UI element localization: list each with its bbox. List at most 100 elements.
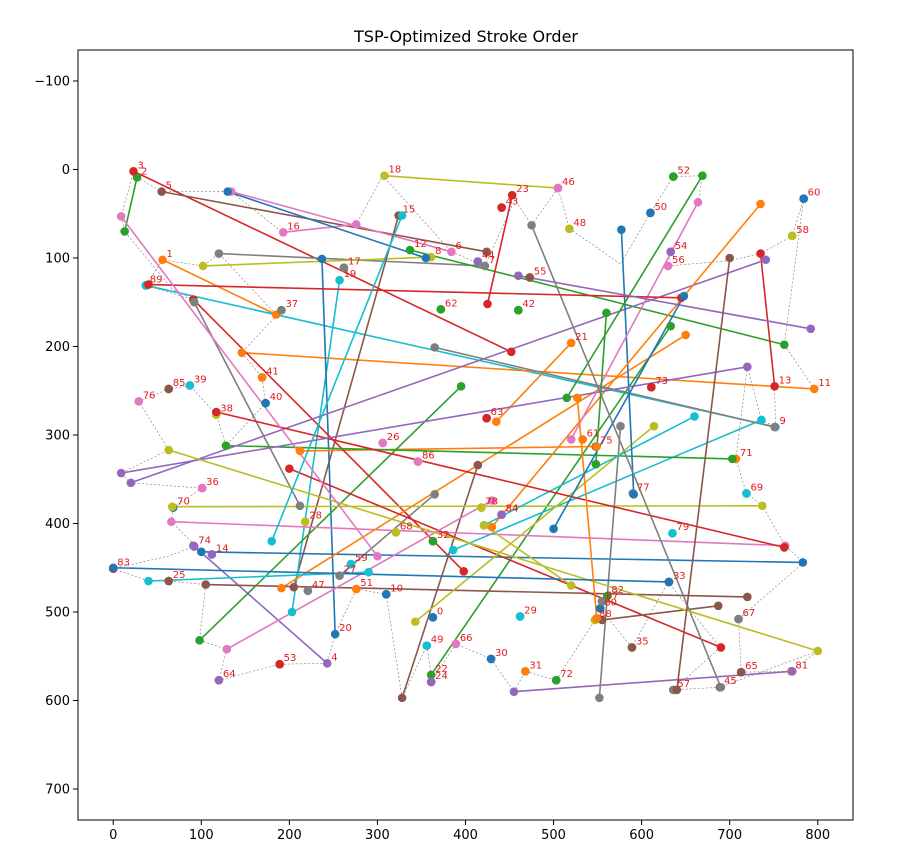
stroke-67-label: 67 xyxy=(743,608,756,619)
extra-stroke-11-end-point xyxy=(277,583,286,593)
stroke-87-end-point xyxy=(597,597,607,606)
extra-stroke-24-end-point xyxy=(743,362,752,372)
extra-stroke-9-start-point xyxy=(757,415,766,425)
stroke-23-line xyxy=(486,194,513,305)
extra-stroke-9-end-point xyxy=(448,545,458,555)
stroke-60-end-point xyxy=(799,194,808,203)
stroke-72-label: 72 xyxy=(560,669,573,680)
stroke-68-label: 68 xyxy=(400,521,413,532)
stroke-78-end-point xyxy=(477,503,486,512)
stroke-74-label: 74 xyxy=(198,536,211,547)
extra-stroke-37-start-point xyxy=(430,343,439,352)
extra-stroke-6-line xyxy=(171,520,786,547)
extra-stroke-0-line xyxy=(227,190,427,259)
extra-stroke-1-start-point xyxy=(295,446,305,456)
extra-stroke-23-line xyxy=(216,411,785,549)
stroke-28-end-point xyxy=(300,517,310,527)
stroke-21-start-point xyxy=(566,338,576,348)
stroke-19-end-point xyxy=(287,607,297,617)
extra-stroke-33-line xyxy=(148,283,682,299)
stroke-37-label: 37 xyxy=(285,299,298,310)
y-tick-label: 0 xyxy=(62,163,70,178)
extra-stroke-29-end-point xyxy=(364,567,373,577)
stroke-44-label: 44 xyxy=(482,251,495,262)
extra-stroke-14-start-point xyxy=(126,478,136,488)
stroke-24-label: 24 xyxy=(435,671,448,682)
stroke-8-end-point xyxy=(198,261,208,271)
extra-stroke-21-line xyxy=(491,203,762,528)
extra-stroke-16-line xyxy=(226,499,493,650)
stroke-49-label: 49 xyxy=(431,635,444,646)
extra-stroke-26-end-point xyxy=(693,197,703,207)
stroke-85-end-point xyxy=(164,384,174,394)
stroke-51-label: 51 xyxy=(360,578,373,589)
y-tick-label: 200 xyxy=(45,340,70,355)
stroke-7-start-point xyxy=(480,261,490,271)
stroke-63-label: 63 xyxy=(491,407,504,418)
stroke-31-label: 31 xyxy=(529,660,542,671)
extra-stroke-39-line xyxy=(271,215,403,542)
stroke-13-end-point xyxy=(756,249,765,258)
stroke-84-end-point xyxy=(497,510,506,519)
y-tick-label: 600 xyxy=(45,694,70,709)
stroke-label-layer: 0123456789101112131415161718192021222324… xyxy=(117,160,831,690)
chart-title: TSP-Optimized Stroke Order xyxy=(353,27,578,46)
extra-stroke-10-end-point xyxy=(196,547,206,557)
stroke-14-end-point xyxy=(207,550,217,559)
stroke-17-end-point xyxy=(339,263,349,273)
stroke-61-label: 61 xyxy=(587,428,600,439)
extra-stroke-30-start-point xyxy=(108,563,118,573)
extra-stroke-21-start-point xyxy=(756,199,765,209)
stroke-86-label: 86 xyxy=(422,451,435,462)
stroke-79-label: 79 xyxy=(676,522,689,533)
stroke-5-label: 5 xyxy=(166,181,172,192)
extra-stroke-32-line xyxy=(595,312,608,465)
extra-stroke-18-end-point xyxy=(411,617,420,627)
stroke-20-label: 20 xyxy=(339,623,352,634)
stroke-44-end-point xyxy=(473,257,483,266)
stroke-82-end-point xyxy=(602,591,612,601)
stroke-59-label: 59 xyxy=(355,553,368,564)
stroke-37-end-point xyxy=(277,305,286,315)
stroke-65-label: 65 xyxy=(745,661,758,672)
extra-stroke-22-end-point xyxy=(562,393,572,403)
stroke-55-end-point xyxy=(525,273,535,282)
stroke-43-end-point xyxy=(497,203,506,212)
x-tick-label: 200 xyxy=(277,828,302,843)
extra-stroke-32-end-point xyxy=(602,308,611,318)
stroke-40-end-point xyxy=(261,398,270,408)
stroke-76-end-point xyxy=(134,397,144,406)
stroke-36-label: 36 xyxy=(206,477,219,488)
stroke-72-end-point xyxy=(551,675,561,685)
extra-stroke-35-line xyxy=(676,257,731,690)
extra-stroke-26-start-point xyxy=(566,435,576,444)
stroke-6-start-point xyxy=(447,247,456,257)
stroke-0-end-point xyxy=(428,613,438,622)
stroke-27-end-point xyxy=(430,489,439,499)
extra-stroke-27-line xyxy=(530,224,722,688)
stroke-12-end-point xyxy=(780,340,789,350)
stroke-20-start-point xyxy=(330,629,340,639)
extra-stroke-38-line xyxy=(483,524,572,587)
stroke-20-line xyxy=(321,258,336,635)
stroke-25-label: 25 xyxy=(173,570,186,581)
stroke-62-end-point xyxy=(436,305,446,314)
x-tick-label: 500 xyxy=(541,828,566,843)
extra-stroke-4-end-point xyxy=(787,667,797,676)
extra-stroke-39-start-point xyxy=(267,536,277,546)
stroke-13-start-point xyxy=(770,382,779,391)
stroke-45-label: 45 xyxy=(724,676,737,687)
extra-stroke-19-start-point xyxy=(690,412,699,421)
stroke-73-end-point xyxy=(647,382,656,392)
stroke-46-label: 46 xyxy=(562,177,575,188)
stroke-19-label: 19 xyxy=(344,269,357,280)
stroke-55-label: 55 xyxy=(534,266,547,277)
stroke-18-label: 18 xyxy=(388,165,401,176)
stroke-78-label: 78 xyxy=(485,497,498,508)
stroke-1-start-point xyxy=(158,255,167,265)
stroke-73-label: 73 xyxy=(655,376,668,387)
extra-stroke-20-line xyxy=(620,229,635,495)
stroke-11-start-point xyxy=(809,384,819,394)
